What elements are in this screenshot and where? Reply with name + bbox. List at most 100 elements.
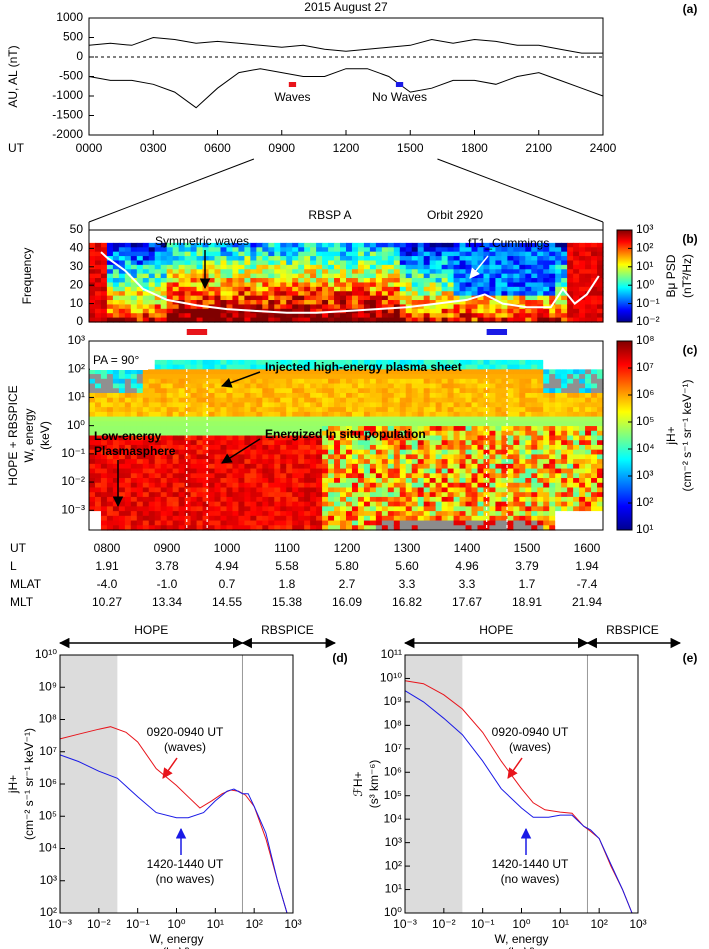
spectrogram-cell <box>585 521 592 526</box>
spectrogram-cell <box>304 291 311 296</box>
spectrogram-cell <box>567 398 574 403</box>
spectrogram-cell <box>334 278 341 283</box>
spectrogram-cell <box>220 355 227 360</box>
spectrogram-cell <box>220 341 227 346</box>
spectrogram-cell <box>125 398 132 403</box>
colorbar-label: Bμ PSD <box>664 254 678 297</box>
spectrogram-cell <box>525 483 532 488</box>
spectrogram-cell <box>424 407 431 412</box>
spectrogram-cell <box>101 346 108 351</box>
spectrogram-cell <box>346 412 353 417</box>
spectrogram-cell <box>370 492 377 497</box>
spectrogram-cell <box>477 506 484 511</box>
spectrogram-cell <box>137 243 144 248</box>
spectrogram-cell <box>394 393 401 398</box>
spectrogram-cell <box>310 417 317 422</box>
spectrogram-cell <box>179 412 186 417</box>
spectrogram-cell <box>406 402 413 407</box>
spectrogram-cell <box>316 393 323 398</box>
spectrogram-cell <box>185 511 192 516</box>
spectrogram-cell <box>489 516 496 521</box>
spectrogram-cell <box>525 516 532 521</box>
spectrogram-cell <box>549 464 556 469</box>
spectrogram-cell <box>507 309 514 314</box>
spectrogram-cell <box>89 388 96 393</box>
spectrogram-cell <box>215 450 222 455</box>
spectrogram-cell <box>286 487 293 492</box>
spectrogram-cell <box>280 291 287 296</box>
spectrogram-cell <box>298 516 305 521</box>
spectrogram-cell <box>477 464 484 469</box>
spectrogram-cell <box>143 407 150 412</box>
spectrogram-cell <box>346 469 353 474</box>
spectrogram-cell <box>137 265 144 270</box>
spectrogram-cell <box>280 516 287 521</box>
spectrogram-cell <box>537 282 544 287</box>
spectrogram-cell <box>525 388 532 393</box>
spectrogram-cell <box>191 374 198 379</box>
spectrogram-cell <box>573 388 580 393</box>
spectrogram-cell <box>513 469 520 474</box>
spectrogram-cell <box>495 464 502 469</box>
spectrogram-cell <box>334 379 341 384</box>
spectrogram-cell <box>579 407 586 412</box>
spectrogram-cell <box>95 291 102 296</box>
x-tick-label: 2100 <box>525 141 552 155</box>
spectrogram-cell <box>191 313 198 318</box>
spectrogram-cell <box>561 360 568 365</box>
spectrogram-cell <box>531 521 538 526</box>
spectrogram-cell <box>215 421 222 426</box>
spectrogram-cell <box>555 407 562 412</box>
spectrogram-cell <box>179 497 186 502</box>
spectrogram-cell <box>543 506 550 511</box>
spectrogram-cell <box>203 436 210 441</box>
spectrogram-cell <box>191 487 198 492</box>
spectrogram-cell <box>388 487 395 492</box>
spectrogram-cell <box>549 309 556 314</box>
spectrogram-cell <box>543 274 550 279</box>
spectrogram-cell <box>328 407 335 412</box>
spectrogram-cell <box>238 459 245 464</box>
spectrogram-cell <box>418 282 425 287</box>
spectrogram-cell <box>310 256 317 261</box>
spectrogram-cell <box>418 291 425 296</box>
spectrogram-cell <box>316 469 323 474</box>
spectrogram-cell <box>525 269 532 274</box>
spectrogram-cell <box>489 269 496 274</box>
spectrogram-cell <box>125 304 132 309</box>
spectrogram-cell <box>286 464 293 469</box>
spectrogram-cell <box>328 445 335 450</box>
spectrogram-cell <box>179 469 186 474</box>
spectrogram-cell <box>460 426 467 431</box>
spectrogram-cell <box>394 402 401 407</box>
spectrogram-cell <box>262 287 269 292</box>
spectrogram-cell <box>131 374 138 379</box>
spectrogram-cell <box>310 384 317 389</box>
spectrogram-cell <box>274 265 281 270</box>
spectrogram-cell <box>579 355 586 360</box>
spectrogram-cell <box>322 379 329 384</box>
spectrogram-cell <box>209 350 216 355</box>
spectrogram-cell <box>442 291 449 296</box>
spectrogram-cell <box>501 355 508 360</box>
spectrogram-cell <box>561 309 568 314</box>
spectrogram-cell <box>346 346 353 351</box>
spectrogram-cell <box>209 384 216 389</box>
spectrogram-cell <box>573 260 580 265</box>
spectrogram-cell <box>537 269 544 274</box>
spectrogram-cell <box>567 459 574 464</box>
spectrogram-cell <box>400 393 407 398</box>
spectrogram-cell <box>185 473 192 478</box>
spectrogram-cell <box>131 469 138 474</box>
spectrogram-cell <box>89 459 96 464</box>
spectrogram-cell <box>292 379 299 384</box>
spectrogram-cell <box>376 497 383 502</box>
spectrogram-cell <box>256 341 263 346</box>
spectrogram-cell <box>167 384 174 389</box>
spectrogram-cell <box>185 445 192 450</box>
spectrogram-cell <box>507 473 514 478</box>
colorbar <box>617 230 632 322</box>
spectrogram-cell <box>179 459 186 464</box>
spectrogram-cell <box>310 445 317 450</box>
spectrogram-cell <box>394 384 401 389</box>
